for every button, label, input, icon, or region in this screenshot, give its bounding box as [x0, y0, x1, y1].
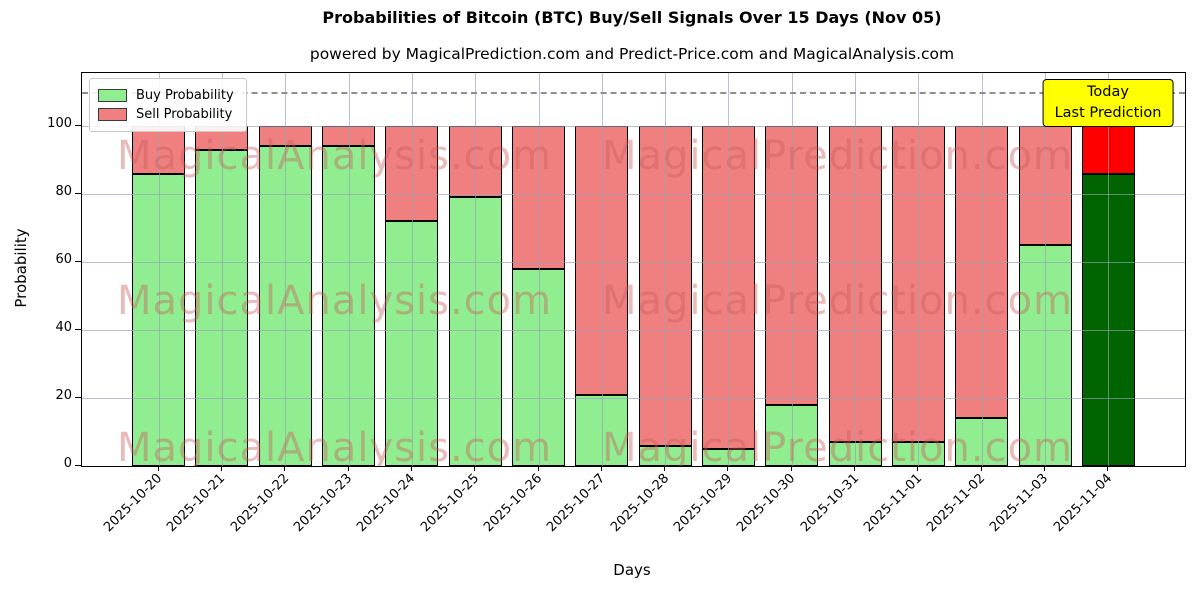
x-tick-mark — [347, 466, 349, 471]
watermark-text: MagicalPrediction.com — [602, 133, 1073, 179]
legend-item-buy: Buy Probability — [98, 88, 234, 103]
x-tick-label: 2025-10-25 — [417, 471, 482, 536]
x-tick-mark — [1107, 466, 1109, 471]
y-tick-label: 60 — [55, 252, 72, 267]
y-tick-mark — [75, 465, 81, 466]
watermark-text: MagicalPrediction.com — [602, 278, 1073, 324]
y-axis-label: Probability — [12, 228, 30, 308]
y-tick-label: 100 — [47, 116, 72, 131]
x-tick-mark — [854, 466, 856, 471]
gridline-v — [1108, 73, 1110, 466]
y-tick-label: 40 — [55, 320, 72, 335]
x-tick-mark — [220, 466, 222, 471]
x-tick-mark — [727, 466, 729, 471]
gridline-v — [791, 73, 793, 466]
x-tick-mark — [600, 466, 602, 471]
x-axis-label: Days — [613, 561, 651, 579]
legend-label-sell: Sell Probability — [136, 107, 233, 122]
today-annotation: Today Last Prediction — [1042, 79, 1174, 128]
y-tick-label: 20 — [55, 388, 72, 403]
gridline-v — [221, 73, 223, 466]
x-tick-label: 2025-10-20 — [101, 471, 166, 536]
y-tick-mark — [75, 125, 81, 126]
x-tick-label: 2025-10-21 — [164, 471, 229, 536]
threshold-dashed-line — [82, 92, 1185, 94]
gridline-v — [981, 73, 983, 466]
x-tick-label: 2025-10-30 — [734, 471, 799, 536]
x-tick-mark — [664, 466, 666, 471]
x-tick-mark — [917, 466, 919, 471]
x-tick-label: 2025-10-28 — [607, 471, 672, 536]
gridline-v — [285, 73, 287, 466]
x-tick-label: 2025-11-02 — [924, 471, 989, 536]
x-tick-label: 2025-11-03 — [987, 471, 1052, 536]
y-tick-mark — [75, 397, 81, 398]
gridline-v — [665, 73, 667, 466]
x-tick-mark — [474, 466, 476, 471]
x-tick-label: 2025-10-27 — [544, 471, 609, 536]
plot-area: MagicalAnalysis.com MagicalPrediction.com… — [81, 72, 1186, 467]
today-annotation-line1: Today — [1087, 84, 1129, 100]
x-tick-label: 2025-11-04 — [1050, 471, 1115, 536]
x-tick-label: 2025-10-23 — [291, 471, 356, 536]
x-tick-mark — [157, 466, 159, 471]
x-tick-mark — [284, 466, 286, 471]
gridline-h — [82, 126, 1185, 127]
gridline-v — [348, 73, 350, 466]
gridline-v — [1045, 73, 1047, 466]
gridline-v — [475, 73, 477, 466]
gridline-v — [158, 73, 160, 466]
watermark-text: MagicalAnalysis.com — [117, 133, 553, 179]
legend-item-sell: Sell Probability — [98, 107, 234, 122]
x-tick-mark — [790, 466, 792, 471]
y-tick-mark — [75, 261, 81, 262]
y-tick-mark — [75, 193, 81, 194]
gridline-h — [82, 398, 1185, 399]
gridline-h — [82, 194, 1185, 195]
watermark-text: MagicalAnalysis.com — [117, 425, 553, 467]
x-tick-label: 2025-10-26 — [481, 471, 546, 536]
buy-swatch-icon — [98, 89, 127, 102]
x-tick-mark — [410, 466, 412, 471]
chart-subtitle: powered by MagicalPrediction.com and Pre… — [309, 45, 955, 63]
chart-title: Probabilities of Bitcoin (BTC) Buy/Sell … — [322, 8, 942, 27]
sell-swatch-icon — [98, 108, 127, 121]
gridline-v — [918, 73, 920, 466]
gridline-v — [855, 73, 857, 466]
today-annotation-line2: Last Prediction — [1054, 105, 1162, 122]
gridline-v — [728, 73, 730, 466]
x-tick-label: 2025-10-24 — [354, 471, 419, 536]
watermark-text: MagicalPrediction.com — [602, 425, 1073, 467]
gridline-v — [538, 73, 540, 466]
x-tick-mark — [537, 466, 539, 471]
legend-label-buy: Buy Probability — [136, 88, 234, 103]
y-tick-label: 80 — [55, 184, 72, 199]
x-tick-mark — [1044, 466, 1046, 471]
y-tick-mark — [75, 329, 81, 330]
x-tick-label: 2025-10-29 — [671, 471, 736, 536]
x-tick-label: 2025-11-01 — [860, 471, 926, 536]
watermark-text: MagicalAnalysis.com — [117, 278, 553, 324]
x-tick-label: 2025-10-22 — [227, 471, 292, 536]
x-tick-label: 2025-10-31 — [797, 471, 862, 536]
gridline-v — [411, 73, 413, 466]
y-tick-label: 0 — [63, 456, 72, 471]
gridline-h — [82, 330, 1185, 331]
legend: Buy Probability Sell Probability — [89, 78, 247, 132]
gridline-h — [82, 262, 1185, 263]
x-tick-mark — [980, 466, 982, 471]
gridline-v — [601, 73, 603, 466]
